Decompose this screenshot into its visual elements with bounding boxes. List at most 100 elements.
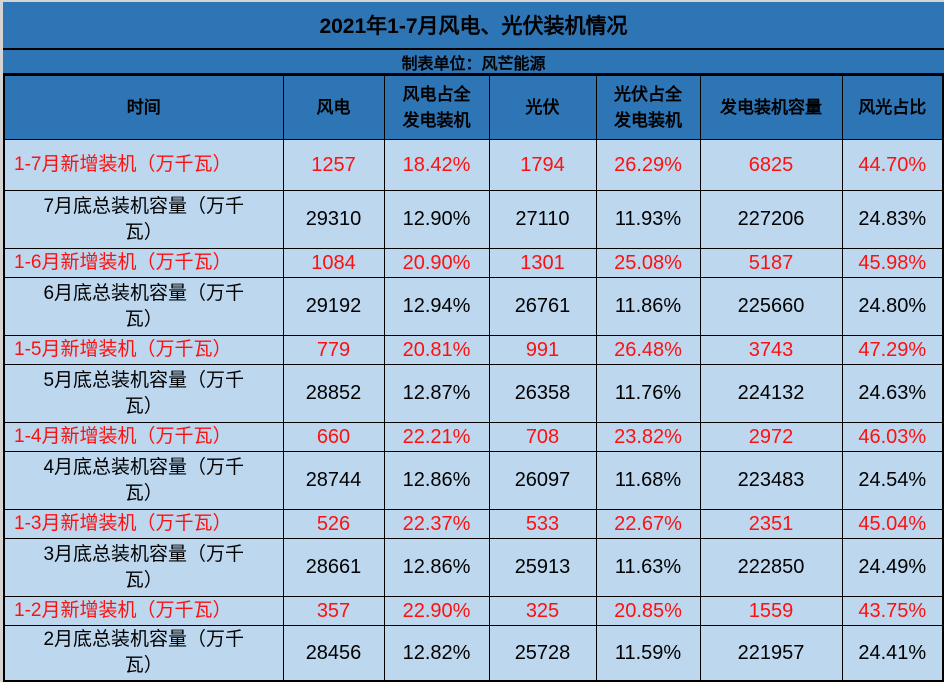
table-body: 1-7月新增装机（万千瓦） 1257 18.42% 1794 26.29% 6825 44.… xyxy=(3,139,944,682)
value-cell: 29192 xyxy=(282,277,385,336)
table-row: 1-4月新增装机（万千瓦） 660 22.21% 708 23.82% 2972 46.03… xyxy=(3,422,944,452)
value-cell: 28456 xyxy=(282,625,385,682)
value-cell: 223483 xyxy=(699,451,843,510)
value-cell: 24.41% xyxy=(841,625,944,682)
time-cell: 3月底总装机容量（万千 瓦） xyxy=(3,538,284,597)
table-row: 1-3月新增装机（万千瓦） 526 22.37% 533 22.67% 2351 45.04… xyxy=(3,509,944,539)
value-cell: 5187 xyxy=(699,248,843,278)
installation-table: 时间 风电 风电占全 发电装机 光伏 光伏占全 发电装机 发电装机容量 风光占比 1-7月新… xyxy=(3,75,944,682)
value-cell: 225660 xyxy=(699,277,843,336)
table-title: 2021年1-7月风电、光伏装机情况 xyxy=(3,2,944,50)
value-cell: 24.80% xyxy=(841,277,944,336)
time-cell: 1-6月新增装机（万千瓦） xyxy=(3,248,284,278)
value-cell: 224132 xyxy=(699,364,843,423)
value-cell: 1301 xyxy=(488,248,597,278)
column-header: 风电占全 发电装机 xyxy=(383,75,490,140)
value-cell: 22.21% xyxy=(383,422,490,452)
table-row: 1-7月新增装机（万千瓦） 1257 18.42% 1794 26.29% 6825 44.… xyxy=(3,139,944,191)
time-cell: 7月底总装机容量（万千 瓦） xyxy=(3,190,284,249)
value-cell: 24.49% xyxy=(841,538,944,597)
column-header: 风光占比 xyxy=(841,75,944,140)
value-cell: 29310 xyxy=(282,190,385,249)
table-row: 6月底总装机容量（万千 瓦） 29192 12.94% 26761 11.86% 2256… xyxy=(3,277,944,336)
time-cell: 1-3月新增装机（万千瓦） xyxy=(3,509,284,539)
time-cell: 1-2月新增装机（万千瓦） xyxy=(3,596,284,626)
value-cell: 26761 xyxy=(488,277,597,336)
column-header: 光伏占全 发电装机 xyxy=(595,75,701,140)
value-cell: 2351 xyxy=(699,509,843,539)
value-cell: 357 xyxy=(282,596,385,626)
value-cell: 43.75% xyxy=(841,596,944,626)
value-cell: 11.86% xyxy=(595,277,701,336)
value-cell: 22.67% xyxy=(595,509,701,539)
time-cell: 6月底总装机容量（万千 瓦） xyxy=(3,277,284,336)
value-cell: 20.81% xyxy=(383,335,490,365)
value-cell: 28744 xyxy=(282,451,385,510)
column-header: 风电 xyxy=(282,75,385,140)
time-cell: 2月底总装机容量（万千 瓦） xyxy=(3,625,284,682)
value-cell: 26.48% xyxy=(595,335,701,365)
value-cell: 1257 xyxy=(282,139,385,191)
column-header: 发电装机容量 xyxy=(699,75,843,140)
value-cell: 6825 xyxy=(699,139,843,191)
value-cell: 24.83% xyxy=(841,190,944,249)
value-cell: 22.90% xyxy=(383,596,490,626)
value-cell: 26097 xyxy=(488,451,597,510)
value-cell: 28852 xyxy=(282,364,385,423)
time-cell: 1-4月新增装机（万千瓦） xyxy=(3,422,284,452)
value-cell: 25728 xyxy=(488,625,597,682)
value-cell: 46.03% xyxy=(841,422,944,452)
value-cell: 779 xyxy=(282,335,385,365)
value-cell: 1084 xyxy=(282,248,385,278)
value-cell: 227206 xyxy=(699,190,843,249)
table-row: 1-6月新增装机（万千瓦） 1084 20.90% 1301 25.08% 5187 45.… xyxy=(3,248,944,278)
value-cell: 533 xyxy=(488,509,597,539)
table-row: 1-5月新增装机（万千瓦） 779 20.81% 991 26.48% 3743 47.29… xyxy=(3,335,944,365)
time-cell: 4月底总装机容量（万千 瓦） xyxy=(3,451,284,510)
value-cell: 20.85% xyxy=(595,596,701,626)
value-cell: 28661 xyxy=(282,538,385,597)
value-cell: 25913 xyxy=(488,538,597,597)
value-cell: 45.04% xyxy=(841,509,944,539)
value-cell: 660 xyxy=(282,422,385,452)
table-row: 7月底总装机容量（万千 瓦） 29310 12.90% 27110 11.93% 2272… xyxy=(3,190,944,249)
value-cell: 2972 xyxy=(699,422,843,452)
column-header: 时间 xyxy=(3,75,284,140)
value-cell: 708 xyxy=(488,422,597,452)
value-cell: 22.37% xyxy=(383,509,490,539)
value-cell: 20.90% xyxy=(383,248,490,278)
value-cell: 12.86% xyxy=(383,451,490,510)
value-cell: 325 xyxy=(488,596,597,626)
table-header: 时间 风电 风电占全 发电装机 光伏 光伏占全 发电装机 发电装机容量 风光占比 xyxy=(3,75,944,140)
value-cell: 1794 xyxy=(488,139,597,191)
value-cell: 1559 xyxy=(699,596,843,626)
value-cell: 991 xyxy=(488,335,597,365)
value-cell: 24.54% xyxy=(841,451,944,510)
value-cell: 12.94% xyxy=(383,277,490,336)
value-cell: 221957 xyxy=(699,625,843,682)
value-cell: 222850 xyxy=(699,538,843,597)
value-cell: 45.98% xyxy=(841,248,944,278)
table-row: 4月底总装机容量（万千 瓦） 28744 12.86% 26097 11.68% 2234… xyxy=(3,451,944,510)
value-cell: 27110 xyxy=(488,190,597,249)
time-cell: 5月底总装机容量（万千 瓦） xyxy=(3,364,284,423)
value-cell: 11.68% xyxy=(595,451,701,510)
value-cell: 11.93% xyxy=(595,190,701,249)
value-cell: 12.82% xyxy=(383,625,490,682)
value-cell: 26358 xyxy=(488,364,597,423)
value-cell: 23.82% xyxy=(595,422,701,452)
value-cell: 12.86% xyxy=(383,538,490,597)
table-row: 5月底总装机容量（万千 瓦） 28852 12.87% 26358 11.76% 2241… xyxy=(3,364,944,423)
time-cell: 1-7月新增装机（万千瓦） xyxy=(3,139,284,191)
value-cell: 11.63% xyxy=(595,538,701,597)
value-cell: 44.70% xyxy=(841,139,944,191)
table-row: 3月底总装机容量（万千 瓦） 28661 12.86% 25913 11.63% 2228… xyxy=(3,538,944,597)
value-cell: 18.42% xyxy=(383,139,490,191)
spreadsheet-table: 2021年1-7月风电、光伏装机情况 制表单位：风芒能源 时间 风电 风电占全 发电… xyxy=(3,2,944,682)
value-cell: 25.08% xyxy=(595,248,701,278)
value-cell: 24.63% xyxy=(841,364,944,423)
table-row: 2月底总装机容量（万千 瓦） 28456 12.82% 25728 11.59% 2219… xyxy=(3,625,944,682)
time-cell: 1-5月新增装机（万千瓦） xyxy=(3,335,284,365)
value-cell: 12.90% xyxy=(383,190,490,249)
value-cell: 47.29% xyxy=(841,335,944,365)
